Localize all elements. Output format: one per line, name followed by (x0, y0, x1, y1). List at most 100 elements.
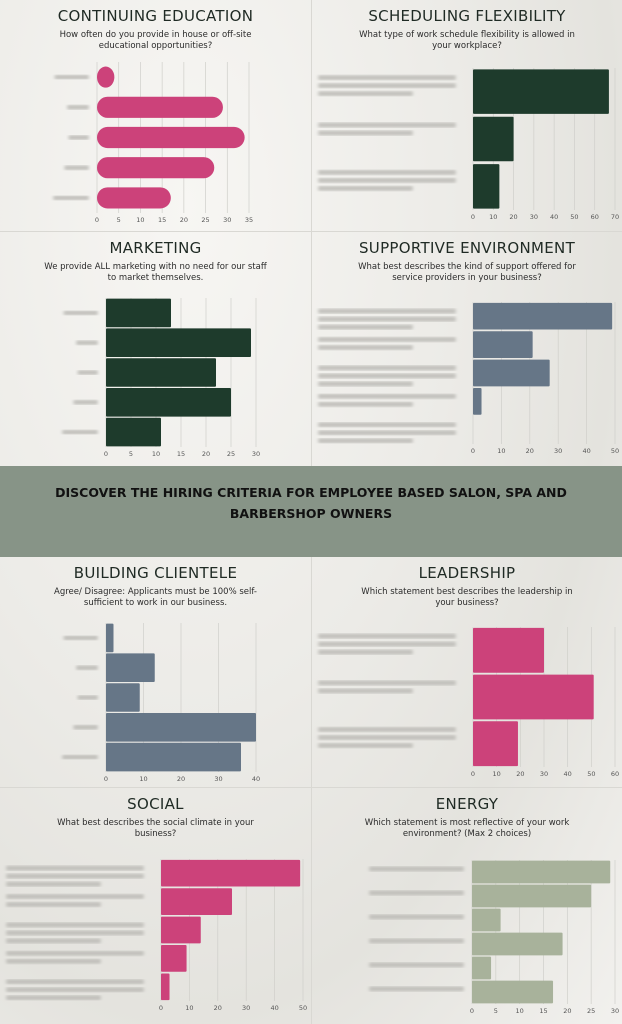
tick-label: 0 (471, 447, 475, 455)
bar (473, 302, 613, 330)
bar (106, 387, 231, 417)
category-label-blurred (318, 130, 413, 136)
category-label-blurred (6, 951, 144, 956)
category-label-blurred (318, 688, 413, 694)
category-label-blurred (318, 75, 456, 80)
tick-label: 60 (611, 770, 619, 778)
bar (97, 96, 223, 118)
tick-label: 20 (526, 447, 534, 455)
tick-label: 0 (159, 1004, 163, 1012)
chart-subtitle: Which statement is most reflective of yo… (364, 818, 570, 839)
category-label-blurred (77, 370, 98, 375)
category-label-blurred (73, 725, 98, 730)
category-label-blurred (318, 178, 456, 183)
tick-label: 40 (582, 447, 590, 455)
tick-label: 20 (214, 1004, 222, 1012)
tick-label: 25 (587, 1007, 595, 1015)
category-label-blurred (64, 165, 89, 170)
chart-subtitle: How often do you provide in house or off… (59, 30, 252, 51)
bar (97, 187, 171, 209)
category-label-blurred (6, 902, 101, 907)
bar (473, 674, 594, 720)
category-label-blurred (318, 680, 456, 686)
category-label-blurred (318, 438, 413, 443)
category-label-blurred (318, 308, 456, 314)
bar (161, 859, 301, 887)
tick-label: 10 (139, 775, 147, 783)
category-label-blurred (318, 91, 413, 96)
tick-label: 10 (152, 450, 160, 458)
category-label-blurred (318, 735, 456, 740)
category-label-blurred (318, 422, 456, 427)
tick-label: 30 (540, 770, 548, 778)
bar (106, 742, 241, 772)
category-label-blurred (369, 914, 464, 920)
tick-label: 5 (494, 1007, 498, 1015)
bar (472, 956, 492, 980)
bar (106, 653, 155, 683)
chart-subtitle: What best describes the social climate i… (57, 818, 254, 839)
bar-chart: 0 10 20 30 40 50 60 (318, 627, 619, 778)
chart-title: BUILDING CLIENTELE (73, 564, 238, 582)
chart-subtitle: Which statement best describes the leade… (361, 587, 573, 608)
bar (473, 69, 609, 114)
tick-label: 5 (129, 450, 133, 458)
bar (161, 888, 232, 915)
bar (97, 126, 245, 149)
category-label-blurred (76, 665, 98, 670)
category-label-blurred (6, 979, 144, 984)
chart-subtitle: We provide ALL marketing with no need fo… (44, 262, 267, 283)
bar-chart: 0 5 10 15 20 25 30 (369, 860, 619, 1015)
tick-label: 20 (516, 770, 524, 778)
tick-label: 10 (136, 216, 144, 224)
hiring-criteria-banner: DISCOVER THE HIRING CRITERIA FOR EMPLOYE… (0, 466, 622, 557)
category-label-blurred (6, 873, 144, 879)
tick-label: 10 (497, 447, 505, 455)
tick-label: 20 (509, 213, 517, 221)
bar (106, 298, 171, 328)
chart-subtitle: Agree/ Disagree: Applicants must be 100%… (54, 587, 257, 608)
panel-scheduling-flexibility: SCHEDULING FLEXIBILITY What type of work … (311, 0, 622, 232)
bar (472, 980, 554, 1004)
tick-label: 0 (471, 770, 475, 778)
tick-label: 40 (550, 213, 558, 221)
tick-label: 30 (252, 450, 260, 458)
category-label-blurred (369, 962, 464, 968)
category-label-blurred (318, 430, 456, 435)
tick-label: 0 (470, 1007, 474, 1015)
tick-label: 50 (299, 1004, 307, 1012)
chart-title: SUPPORTIVE ENVIRONMENT (358, 239, 576, 257)
bar (472, 884, 592, 908)
category-label-blurred (53, 195, 89, 200)
chart-title: CONTINUING EDUCATION (57, 7, 254, 25)
panel-social: SOCIAL What best describes the social cli… (0, 788, 311, 1024)
category-label-blurred (318, 170, 456, 175)
tick-label: 0 (104, 450, 108, 458)
bar (473, 721, 518, 767)
panel-building-clientele: BUILDING CLIENTELE Agree/ Disagree: Appli… (0, 557, 311, 788)
tick-label: 0 (95, 216, 99, 224)
category-label-blurred (62, 430, 98, 435)
bar (97, 157, 215, 179)
category-label-blurred (318, 345, 413, 350)
category-label-blurred (63, 310, 98, 315)
tick-label: 25 (227, 450, 235, 458)
tick-label: 40 (270, 1004, 278, 1012)
tick-label: 35 (245, 216, 253, 224)
bar (161, 973, 170, 1001)
category-label-blurred (318, 633, 456, 639)
chart-title: SCHEDULING FLEXIBILITY (368, 7, 566, 25)
tick-label: 15 (177, 450, 185, 458)
bar (106, 328, 251, 358)
category-label-blurred (318, 324, 413, 330)
bar (161, 916, 201, 944)
category-label-blurred (318, 394, 456, 399)
category-label-blurred (318, 649, 413, 655)
tick-label: 15 (158, 216, 166, 224)
category-label-blurred (62, 755, 98, 760)
bar-chart: 0 10 20 30 40 50 (6, 859, 307, 1012)
category-label-blurred (6, 881, 101, 887)
category-label-blurred (318, 402, 413, 407)
category-label-blurred (76, 340, 98, 345)
bar (473, 627, 544, 673)
